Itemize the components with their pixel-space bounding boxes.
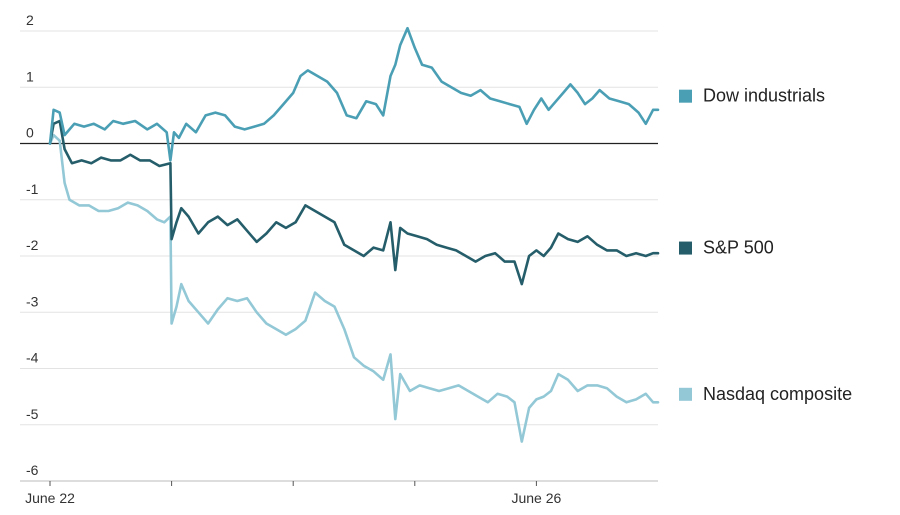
y-tick-label: 2 xyxy=(26,12,34,28)
y-tick-label: -2 xyxy=(26,237,39,253)
legend-swatch xyxy=(679,89,692,103)
legend-label: Nasdaq composite xyxy=(703,384,852,404)
y-tick-label: -5 xyxy=(26,406,39,422)
series-lines xyxy=(48,26,660,443)
y-tick-label: -4 xyxy=(26,350,39,366)
series-line-0 xyxy=(48,26,660,162)
y-tick-label: -6 xyxy=(26,462,39,478)
gridlines xyxy=(20,30,658,426)
x-tick-labels: June 22 June 26 xyxy=(25,490,561,506)
series-line-1 xyxy=(48,119,660,286)
legend-label: S&P 500 xyxy=(703,238,774,258)
y-tick-label: 1 xyxy=(26,68,34,84)
y-tick-label: -3 xyxy=(26,293,39,309)
legend: Dow industrials S&P 500 Nasdaq composite xyxy=(679,86,852,404)
x-tick-label: June 22 xyxy=(25,490,75,506)
x-axis xyxy=(20,480,658,486)
x-tick-label: June 26 xyxy=(511,490,561,506)
y-tick-label: -1 xyxy=(26,181,39,197)
legend-label: Dow industrials xyxy=(703,86,825,106)
legend-swatch xyxy=(679,387,692,401)
y-tick-label: 0 xyxy=(26,125,34,141)
y-tick-labels: 2 1 0 -1 -2 -3 -4 -5 -6 xyxy=(26,12,39,478)
legend-swatch xyxy=(679,241,692,255)
series-line-2 xyxy=(48,133,660,443)
